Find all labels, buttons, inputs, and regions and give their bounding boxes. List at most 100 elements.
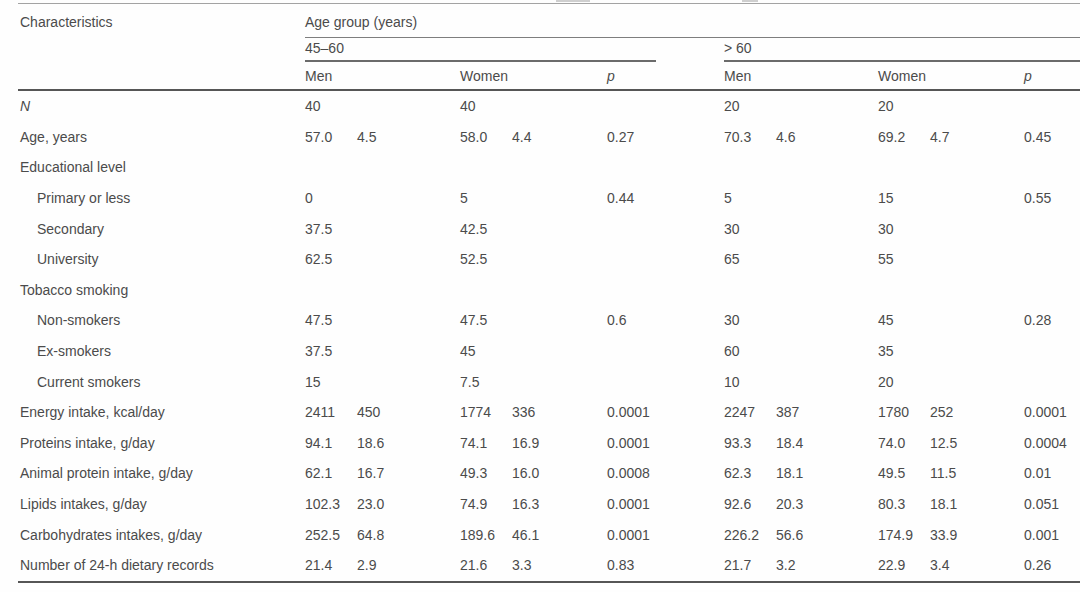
data-cell: 74.012.5 bbox=[876, 428, 1022, 459]
data-cell: 5 bbox=[458, 183, 605, 214]
sd-value: 4.7 bbox=[930, 129, 949, 145]
sd-value: 20.3 bbox=[776, 496, 803, 512]
row-label: Tobacco smoking bbox=[18, 275, 303, 306]
data-cell: 0.0001 bbox=[605, 397, 722, 428]
data-cell: 22.93.4 bbox=[876, 550, 1022, 582]
data-cell: 0 bbox=[303, 183, 458, 214]
cropped-caption-remnant bbox=[556, 0, 590, 2]
table-row: Energy intake, kcal/day241145017743360.0… bbox=[18, 397, 1080, 428]
data-cell: 0.44 bbox=[605, 183, 722, 214]
mean-value: 49.3 bbox=[460, 465, 512, 481]
data-cell: 0.01 bbox=[1022, 458, 1080, 489]
data-cell: 52.5 bbox=[458, 244, 605, 275]
data-cell: 0.0001 bbox=[605, 428, 722, 459]
data-cell bbox=[876, 275, 1022, 306]
cell-value: 15 bbox=[878, 190, 894, 206]
data-cell: 7.5 bbox=[458, 366, 605, 397]
data-cell: 49.316.0 bbox=[458, 458, 605, 489]
data-cell bbox=[303, 275, 458, 306]
table-header: Characteristics Age group (years) 45–60 … bbox=[18, 4, 1080, 91]
paper-table-page: { "colors":{"text":"#4b4b4b","rule_light… bbox=[0, 0, 1080, 592]
data-cell bbox=[303, 152, 458, 183]
sd-value: 2.9 bbox=[357, 557, 376, 573]
data-cell: 1774336 bbox=[458, 397, 605, 428]
cell-value: 0.0004 bbox=[1024, 435, 1067, 451]
mean-value: 2411 bbox=[305, 404, 357, 420]
data-cell bbox=[1022, 275, 1080, 306]
data-cell bbox=[1022, 90, 1080, 122]
row-label: Proteins intake, g/day bbox=[18, 428, 303, 459]
cell-value: 15 bbox=[305, 374, 321, 390]
mean-value: 2247 bbox=[724, 404, 776, 420]
sd-value: 4.6 bbox=[776, 129, 795, 145]
column-group-45-60: 45–60 bbox=[303, 38, 722, 62]
table-row: Current smokers157.51020 bbox=[18, 366, 1080, 397]
mean-value: 62.1 bbox=[305, 465, 357, 481]
data-cell bbox=[1022, 336, 1080, 367]
sd-value: 64.8 bbox=[357, 527, 384, 543]
data-cell: 45 bbox=[876, 305, 1022, 336]
data-cell bbox=[458, 152, 605, 183]
mean-value: 21.4 bbox=[305, 557, 357, 573]
sd-value: 18.6 bbox=[357, 435, 384, 451]
data-cell bbox=[605, 275, 722, 306]
cell-value: 55 bbox=[878, 251, 894, 267]
data-cell: 10 bbox=[722, 366, 876, 397]
mean-value: 226.2 bbox=[724, 527, 776, 543]
data-cell: 5 bbox=[722, 183, 876, 214]
cell-value: 0.0001 bbox=[607, 435, 650, 451]
table-row: Age, years57.04.558.04.40.2770.34.669.24… bbox=[18, 122, 1080, 153]
data-cell: 21.42.9 bbox=[303, 550, 458, 582]
sd-value: 252 bbox=[930, 404, 953, 420]
cell-value: 5 bbox=[724, 190, 732, 206]
sd-value: 4.5 bbox=[357, 129, 376, 145]
data-cell: 0.27 bbox=[605, 122, 722, 153]
data-cell bbox=[458, 275, 605, 306]
data-cell: 47.5 bbox=[303, 305, 458, 336]
data-cell: 15 bbox=[876, 183, 1022, 214]
sd-value: 18.1 bbox=[930, 496, 957, 512]
data-cell: 70.34.6 bbox=[722, 122, 876, 153]
column-header-women-2: Women bbox=[876, 62, 1022, 90]
cell-value: 0.0001 bbox=[607, 496, 650, 512]
data-cell: 30 bbox=[876, 213, 1022, 244]
data-cell: 37.5 bbox=[303, 213, 458, 244]
data-cell: 69.24.7 bbox=[876, 122, 1022, 153]
cell-value: 5 bbox=[460, 190, 468, 206]
table-row: Lipids intakes, g/day102.323.074.916.30.… bbox=[18, 489, 1080, 520]
group-45-60-label: 45–60 bbox=[305, 40, 656, 62]
cell-value: 0.44 bbox=[607, 190, 634, 206]
characteristics-table-wrapper: Characteristics Age group (years) 45–60 … bbox=[18, 3, 1080, 583]
table-row: Ex-smokers37.5456035 bbox=[18, 336, 1080, 367]
data-cell bbox=[1022, 366, 1080, 397]
data-cell: 1780252 bbox=[876, 397, 1022, 428]
mean-value: 70.3 bbox=[724, 129, 776, 145]
data-cell: 102.323.0 bbox=[303, 489, 458, 520]
data-cell: 0.83 bbox=[605, 550, 722, 582]
cell-value: 47.5 bbox=[305, 312, 332, 328]
data-cell: 47.5 bbox=[458, 305, 605, 336]
cell-value: 0.26 bbox=[1024, 557, 1051, 573]
row-label: University bbox=[18, 244, 303, 275]
data-cell: 40 bbox=[458, 90, 605, 122]
data-cell: 40 bbox=[303, 90, 458, 122]
cell-value: 0.6 bbox=[607, 312, 626, 328]
data-cell: 30 bbox=[722, 213, 876, 244]
mean-value: 21.6 bbox=[460, 557, 512, 573]
mean-value: 22.9 bbox=[878, 557, 930, 573]
data-cell: 0.0001 bbox=[605, 489, 722, 520]
mean-value: 74.9 bbox=[460, 496, 512, 512]
data-cell: 42.5 bbox=[458, 213, 605, 244]
cell-value: 20 bbox=[724, 98, 740, 114]
row-label: Ex-smokers bbox=[18, 336, 303, 367]
mean-value: 92.6 bbox=[724, 496, 776, 512]
row-label: Secondary bbox=[18, 213, 303, 244]
cell-value: 52.5 bbox=[460, 251, 487, 267]
sd-value: 16.0 bbox=[512, 465, 539, 481]
mean-value: 1774 bbox=[460, 404, 512, 420]
data-cell: 30 bbox=[722, 305, 876, 336]
cell-value: 0.0008 bbox=[607, 465, 650, 481]
sd-value: 33.9 bbox=[930, 527, 957, 543]
table-row: Tobacco smoking bbox=[18, 275, 1080, 306]
data-cell bbox=[605, 336, 722, 367]
